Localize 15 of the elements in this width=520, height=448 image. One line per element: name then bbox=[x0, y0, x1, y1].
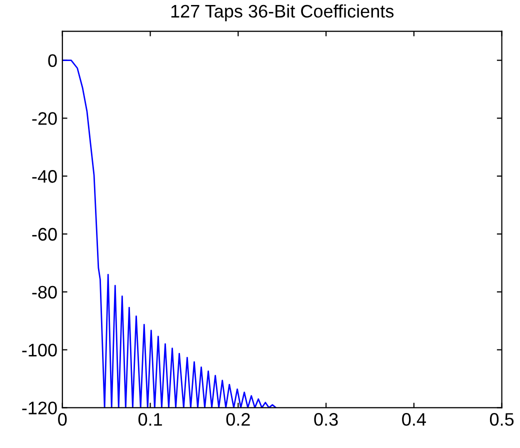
y-tick-label: -120 bbox=[22, 402, 57, 414]
y-tick-label: 0 bbox=[48, 54, 57, 68]
y-tick-label: -80 bbox=[32, 286, 57, 299]
line-series bbox=[62, 60, 277, 408]
chart-title: 127 Taps 36-Bit Coefficients bbox=[171, 4, 394, 22]
y-tick-label: -100 bbox=[22, 344, 57, 357]
y-tick-label: -40 bbox=[32, 170, 57, 183]
x-tick-label: 0.2 bbox=[226, 413, 250, 426]
x-tick-label: 0 bbox=[58, 413, 67, 426]
x-tick-label: 0.1 bbox=[138, 413, 162, 426]
x-tick-label: 0.4 bbox=[402, 413, 426, 426]
y-tick-label: -20 bbox=[32, 112, 57, 125]
y-tick-label: -60 bbox=[32, 228, 57, 241]
x-tick-label: 0.5 bbox=[490, 413, 514, 426]
x-tick-label: 0.3 bbox=[314, 413, 338, 426]
